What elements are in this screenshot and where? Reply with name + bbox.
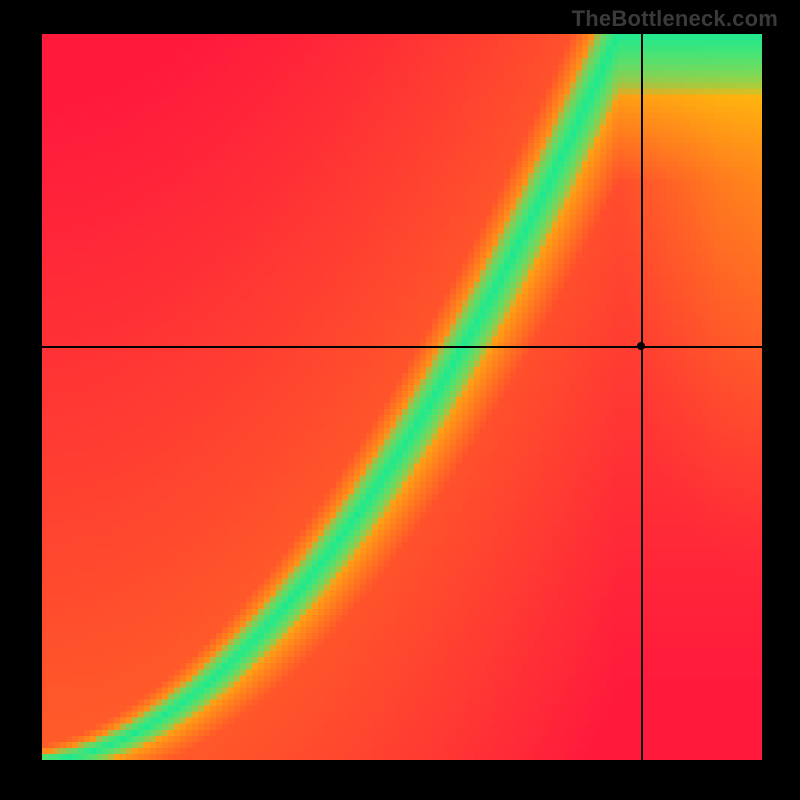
- chart-frame: TheBottleneck.com: [0, 0, 800, 800]
- watermark-text: TheBottleneck.com: [572, 6, 778, 32]
- crosshair-horizontal: [42, 346, 762, 348]
- heatmap-plot: [42, 34, 762, 760]
- crosshair-vertical: [641, 34, 643, 760]
- heatmap-canvas: [42, 34, 762, 760]
